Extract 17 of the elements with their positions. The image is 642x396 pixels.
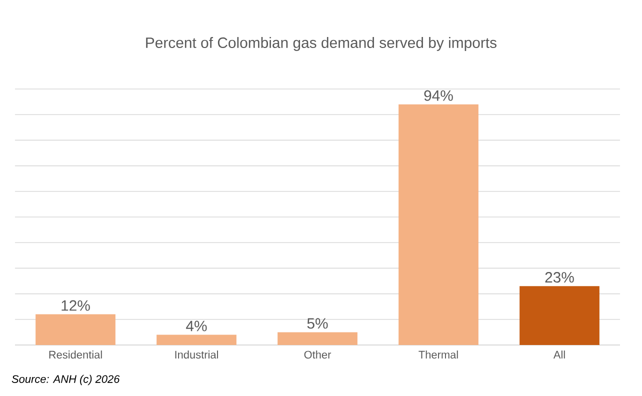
x-tick-label: Residential — [49, 350, 102, 359]
bar — [278, 332, 358, 345]
data-label: 12% — [62, 300, 90, 311]
x-tick-label: Thermal — [418, 350, 458, 359]
bar — [520, 286, 600, 345]
bar — [156, 334, 236, 345]
data-label: 23% — [545, 272, 574, 283]
x-tick-label: Other — [304, 350, 332, 359]
chart-title: Percent of Colombian gas demand served by imports — [146, 37, 496, 51]
x-tick-label: Industrial — [175, 350, 218, 359]
data-label: 94% — [424, 90, 453, 101]
source-note: Source: ANH (c) 2026 — [12, 374, 120, 386]
bar — [398, 104, 478, 345]
x-tick-label: All — [553, 350, 565, 358]
data-label: 4% — [186, 320, 207, 332]
data-label: 5% — [307, 318, 328, 329]
bar — [36, 314, 116, 345]
